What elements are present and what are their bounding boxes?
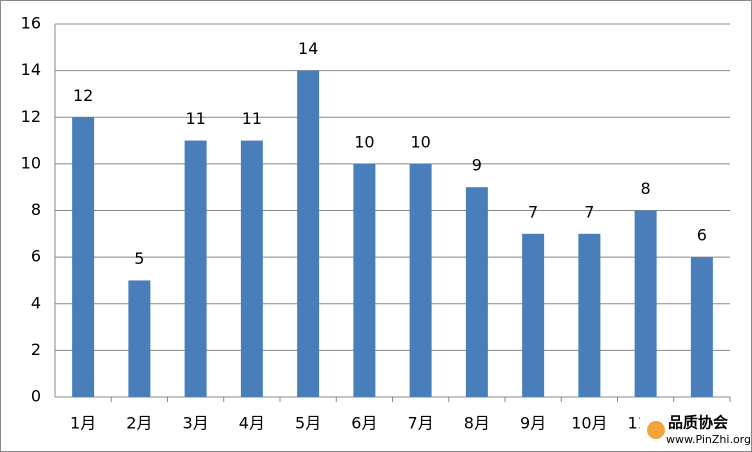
data-label: 11 [242,109,262,128]
bar [578,233,601,397]
bar [353,163,376,397]
data-label: 7 [584,202,594,221]
watermark-url: www.PinZhi.org [666,433,751,446]
data-label: 10 [354,132,374,151]
y-tick-label: 4 [31,293,41,312]
data-label: 12 [73,86,93,105]
data-label: 9 [472,156,482,175]
data-label: 7 [528,202,538,221]
x-tick-label: 9月 [520,414,546,433]
watermark-title: 品质协会 [668,414,728,432]
watermark-logo [647,421,665,439]
bar [184,140,207,397]
data-label: 6 [697,226,707,245]
data-label: 11 [185,109,205,128]
x-tick-label: 6月 [351,414,377,433]
data-label: 5 [134,249,144,268]
data-label: 10 [410,132,430,151]
x-tick-label: 10月 [571,414,607,433]
bar [128,280,151,397]
bar [522,233,545,397]
bar [72,117,95,397]
bar [297,70,320,397]
bar [240,140,263,397]
y-tick-label: 16 [21,14,41,33]
bar [409,163,432,397]
x-tick-label: 3月 [183,414,209,433]
bar [465,187,488,397]
y-tick-label: 0 [31,387,41,406]
x-tick-label: 5月 [295,414,321,433]
x-tick-label: 2月 [126,414,152,433]
x-tick-label: 8月 [464,414,490,433]
data-label: 14 [298,39,318,58]
bar [690,257,713,397]
y-tick-label: 6 [31,247,41,266]
y-tick-label: 8 [31,200,41,219]
y-tick-label: 14 [21,60,41,79]
x-tick-label: 1月 [70,414,96,433]
y-tick-label: 12 [21,107,41,126]
x-tick-label: 4月 [239,414,265,433]
data-label: 8 [641,179,651,198]
y-tick-label: 10 [21,153,41,172]
y-tick-label: 2 [31,340,41,359]
x-tick-label: 7月 [408,414,434,433]
bar [634,210,657,397]
